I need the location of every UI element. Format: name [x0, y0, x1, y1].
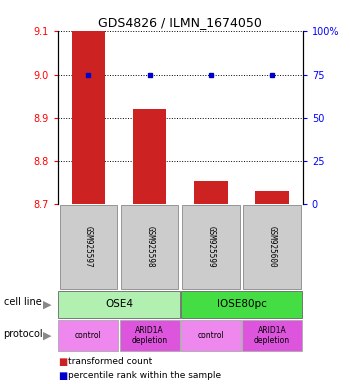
Text: percentile rank within the sample: percentile rank within the sample: [68, 371, 221, 380]
Bar: [133, 109, 167, 204]
Text: GSM925600: GSM925600: [268, 226, 276, 268]
Bar: [58, 320, 118, 351]
Text: ARID1A
depletion: ARID1A depletion: [132, 326, 168, 345]
Text: ▶: ▶: [43, 331, 51, 341]
Bar: [242, 320, 302, 351]
Text: GSM925597: GSM925597: [84, 226, 93, 268]
Bar: [181, 291, 302, 318]
Text: OSE4: OSE4: [105, 299, 133, 310]
Bar: [194, 180, 228, 204]
Bar: [71, 31, 105, 204]
Bar: [255, 191, 289, 204]
Text: ■: ■: [58, 357, 67, 367]
Text: protocol: protocol: [4, 329, 43, 339]
Text: GSM925599: GSM925599: [206, 226, 215, 268]
Bar: [121, 205, 178, 289]
Bar: [181, 320, 241, 351]
Bar: [60, 205, 117, 289]
Text: transformed count: transformed count: [68, 357, 153, 366]
Text: ■: ■: [58, 371, 67, 381]
Bar: [120, 320, 180, 351]
Text: ARID1A
depletion: ARID1A depletion: [254, 326, 290, 345]
Bar: [58, 291, 180, 318]
Text: cell line: cell line: [4, 297, 41, 308]
Text: control: control: [197, 331, 224, 340]
Text: IOSE80pc: IOSE80pc: [217, 299, 266, 310]
Bar: [182, 205, 240, 289]
Bar: [243, 205, 301, 289]
Text: ▶: ▶: [43, 299, 51, 310]
Text: GSM925598: GSM925598: [145, 226, 154, 268]
Text: control: control: [75, 331, 102, 340]
Title: GDS4826 / ILMN_1674050: GDS4826 / ILMN_1674050: [98, 16, 262, 29]
